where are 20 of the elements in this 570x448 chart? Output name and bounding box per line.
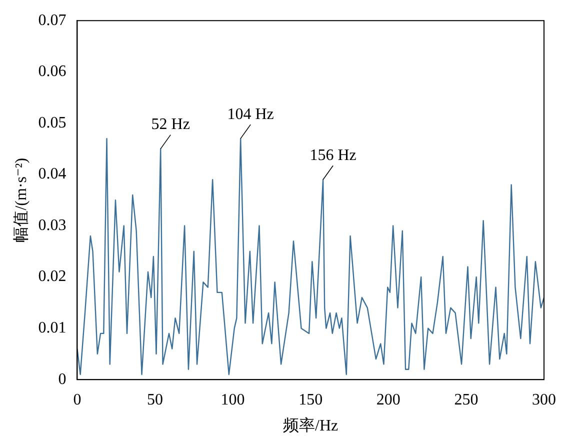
annotation: 104 Hz	[227, 106, 274, 123]
x-tick-label: 0	[73, 391, 82, 408]
x-tick-label: 50	[147, 391, 163, 408]
y-tick-label: 0	[58, 370, 66, 388]
annotation: 156 Hz	[310, 146, 356, 164]
y-tick-label: 0.06	[38, 63, 66, 80]
x-axis-title: 频率/Hz	[283, 416, 338, 435]
y-tick-label: 0.05	[38, 114, 66, 132]
y-tick-label: 0.02	[38, 268, 66, 286]
y-tick-label: 0.03	[38, 216, 66, 234]
x-tick-label: 200	[376, 391, 400, 408]
y-tick-label: 0.07	[38, 12, 66, 29]
x-tick-label: 150	[298, 391, 323, 408]
x-tick-label: 100	[220, 391, 245, 408]
y-tick-label: 0.04	[38, 166, 66, 183]
annotation: 52 Hz	[151, 116, 190, 134]
y-tick-label: 0.01	[38, 320, 66, 337]
x-tick-label: 250	[454, 391, 478, 408]
y-axis-title: 幅值/(m·s⁻²)	[12, 158, 30, 242]
x-tick-label: 300	[532, 391, 556, 408]
